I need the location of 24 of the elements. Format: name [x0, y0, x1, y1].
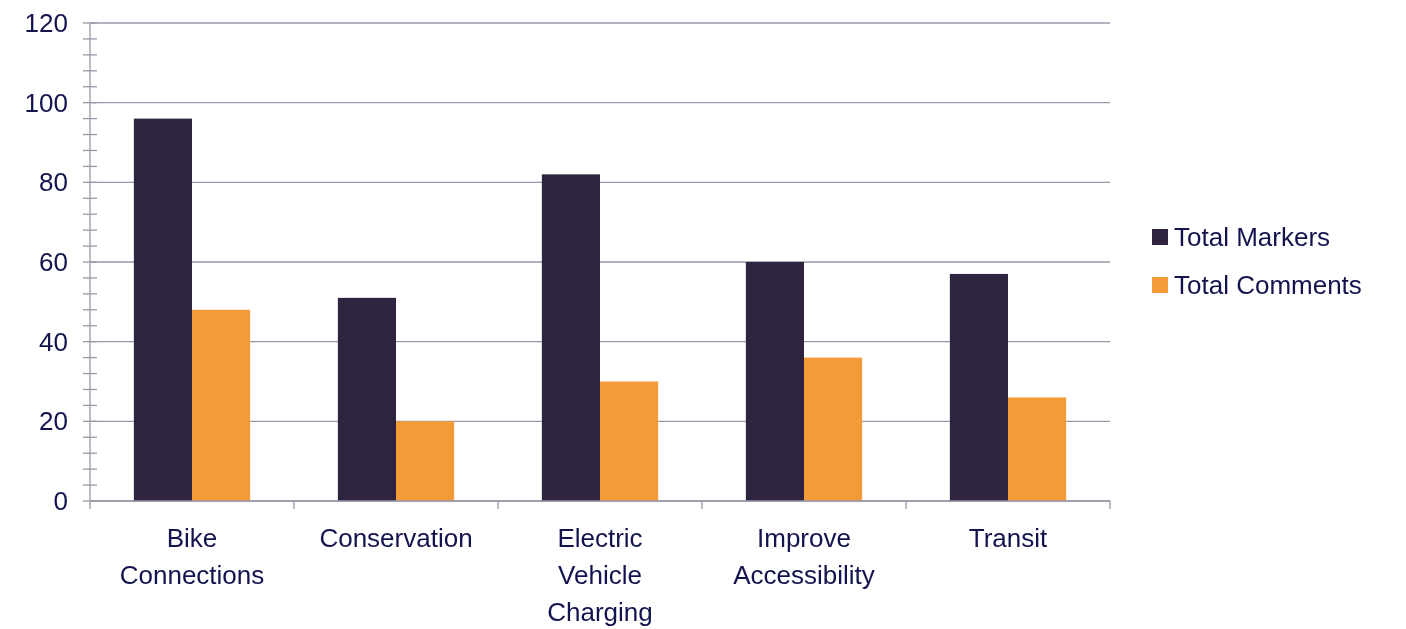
y-tick-label: 0 [53, 486, 68, 517]
bar [192, 309, 251, 501]
x-tick-label: Electric Vehicle Charging [547, 523, 653, 627]
bar [337, 297, 396, 501]
y-tick-label: 100 [24, 87, 68, 118]
legend-label: Total Comments [1174, 270, 1362, 301]
y-tick-label: 120 [24, 8, 68, 39]
y-tick-label: 40 [39, 326, 68, 357]
y-tick-label: 60 [39, 247, 68, 278]
bar [133, 118, 192, 501]
y-tick-label: 80 [39, 167, 68, 198]
y-tick-label: 20 [39, 406, 68, 437]
bar [745, 262, 804, 501]
bar [804, 357, 863, 501]
bar [396, 421, 455, 501]
x-tick-label: Conservation [319, 523, 473, 553]
bar [1008, 397, 1067, 501]
legend-label: Total Markers [1174, 222, 1331, 253]
x-tick-label: Transit [968, 523, 1049, 553]
bar [949, 273, 1008, 501]
bar [541, 174, 600, 501]
bar [600, 381, 659, 501]
x-tick-label: Bike Connections [119, 523, 265, 590]
x-tick-label: Improve Accessibility [733, 523, 875, 590]
